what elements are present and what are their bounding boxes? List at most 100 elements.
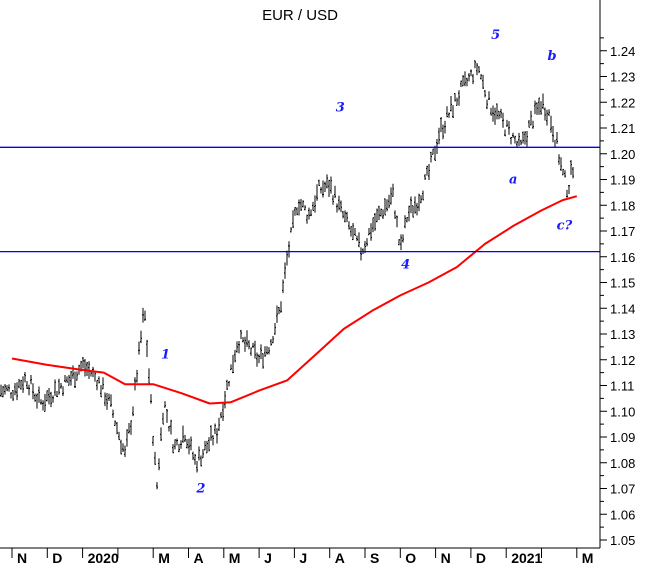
x-axis: N D 2020 M A M J J A S O N D 2021 M <box>0 547 600 566</box>
price-bar <box>426 165 428 176</box>
price-bar <box>162 412 164 425</box>
x-tick-label: D <box>476 550 486 566</box>
x-tick-label: D <box>52 550 62 566</box>
price-bar <box>300 198 302 212</box>
price-bar <box>200 455 202 467</box>
price-bar <box>406 217 408 223</box>
price-bar <box>382 209 384 219</box>
price-bar <box>564 170 566 178</box>
price-bar <box>318 179 320 186</box>
price-bar <box>496 103 498 120</box>
price-bar <box>16 382 18 401</box>
price-bar <box>472 74 474 85</box>
x-tick-label: J <box>264 550 272 566</box>
price-bar <box>104 392 106 407</box>
y-tick-label: 1.18 <box>610 198 635 213</box>
price-bar <box>520 139 522 146</box>
price-bar <box>524 131 526 145</box>
price-bar <box>464 71 466 87</box>
price-bar <box>386 199 388 212</box>
price-bar <box>266 346 268 355</box>
price-bar <box>544 107 546 121</box>
price-bar <box>486 99 488 110</box>
price-bar <box>514 135 516 144</box>
price-bar <box>414 196 416 214</box>
price-bar <box>350 226 352 237</box>
price-bar <box>428 163 430 180</box>
price-bar <box>236 341 238 353</box>
price-bar <box>310 209 312 217</box>
y-tick-label: 1.05 <box>610 533 635 548</box>
price-bar <box>2 385 4 398</box>
wave-label: c? <box>557 219 573 234</box>
price-bar <box>36 393 38 409</box>
price-bar <box>198 446 200 461</box>
price-bar <box>272 336 274 344</box>
price-bar <box>556 132 558 144</box>
price-bar <box>34 393 36 402</box>
price-bar <box>4 384 6 395</box>
y-tick-label: 1.08 <box>610 456 635 471</box>
price-bar <box>206 440 208 454</box>
price-bar <box>390 187 392 205</box>
price-bar <box>504 129 506 137</box>
wave-annotations: 1 2 3 4 5 a b c? <box>161 28 573 496</box>
price-bar <box>474 60 476 69</box>
price-bar <box>244 336 246 352</box>
price-bar <box>108 393 110 402</box>
price-bar <box>510 136 512 145</box>
price-bar <box>392 183 394 197</box>
chart-title: EUR / USD <box>262 7 338 24</box>
price-bar <box>444 120 446 134</box>
price-bar <box>180 440 182 449</box>
price-bar <box>342 210 344 219</box>
price-bar <box>154 451 156 465</box>
price-bar <box>174 439 176 450</box>
price-bar <box>480 74 482 80</box>
y-tick-label: 1.12 <box>610 353 635 368</box>
price-bar <box>388 194 390 209</box>
price-bar <box>346 211 348 223</box>
price-bar <box>98 376 100 384</box>
price-bar <box>276 305 278 323</box>
price-bar <box>240 329 242 339</box>
price-bar <box>268 347 270 355</box>
y-tick-label: 1.24 <box>610 44 635 59</box>
y-tick-label: 1.20 <box>610 147 635 162</box>
price-bar <box>304 205 306 211</box>
price-bar <box>470 69 472 77</box>
price-bar <box>110 394 112 407</box>
price-bar <box>52 395 54 403</box>
price-bar <box>356 235 358 242</box>
y-tick-label: 1.10 <box>610 404 635 419</box>
price-bar <box>334 185 336 199</box>
price-bar <box>10 392 12 399</box>
price-bar <box>226 379 228 391</box>
price-bar <box>202 449 204 459</box>
price-bar <box>502 112 504 128</box>
price-bar <box>246 330 248 347</box>
wave-label: 5 <box>491 28 500 43</box>
price-bar <box>332 195 334 205</box>
price-bar <box>408 205 410 222</box>
price-bar <box>500 108 502 119</box>
price-bar <box>254 340 256 359</box>
price-bar <box>170 419 172 435</box>
price-bar <box>106 392 108 410</box>
price-bar <box>550 115 552 133</box>
price-bar <box>402 234 404 243</box>
price-bar <box>354 227 356 236</box>
price-bar <box>238 341 240 354</box>
price-bar <box>270 339 272 346</box>
price-bar <box>348 221 350 230</box>
x-tick-label: A <box>194 550 204 566</box>
price-bar <box>498 110 500 120</box>
price-bar <box>384 198 386 216</box>
wave-label: 1 <box>161 347 170 362</box>
price-bar <box>64 374 66 383</box>
price-bar <box>458 90 460 106</box>
price-bar <box>190 436 192 451</box>
price-bar <box>56 391 58 398</box>
price-bar <box>112 409 114 419</box>
price-bar <box>250 347 252 356</box>
